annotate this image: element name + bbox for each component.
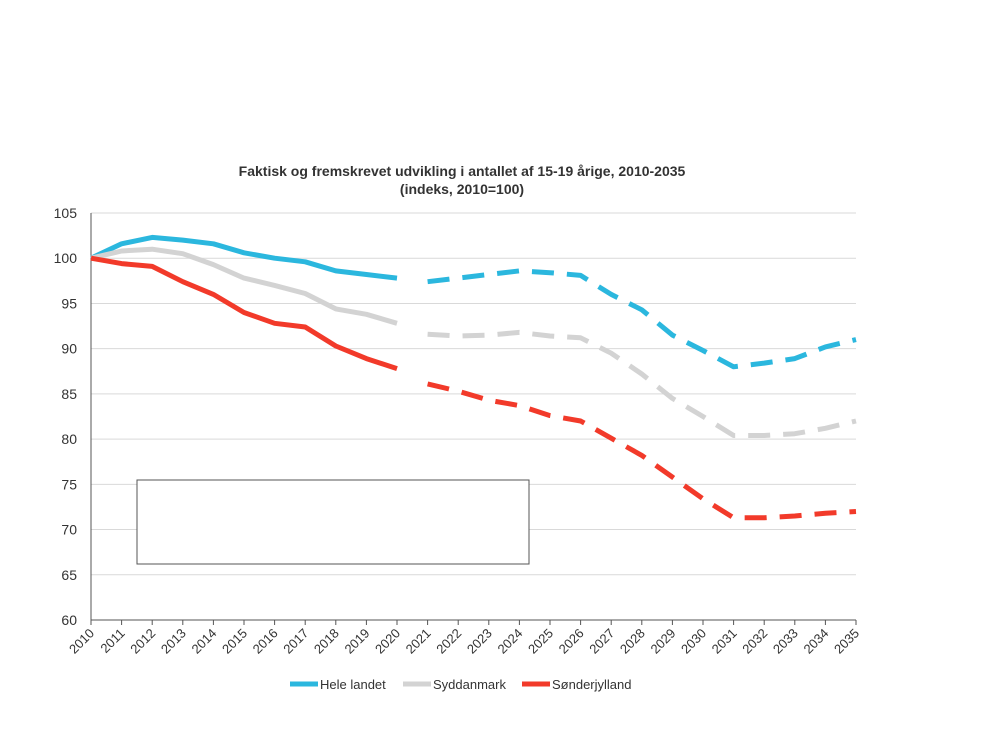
legend-item: Syddanmark [403, 677, 506, 692]
chart-subtitle: (indeks, 2010=100) [400, 181, 524, 197]
x-tick-label: 2023 [464, 626, 495, 657]
x-tick-label: 2028 [617, 626, 648, 657]
x-tick-label: 2019 [341, 626, 372, 657]
series-line-actual [89, 234, 398, 281]
y-axis-ticks: 60 65 70 75 80 85 90 95 100 105 [54, 205, 78, 628]
x-tick-label: 2026 [556, 626, 587, 657]
x-tick-label: 2011 [97, 626, 127, 656]
legend-label: Syddanmark [433, 677, 506, 692]
series-line-projected [427, 268, 857, 370]
x-tick-label: 2025 [525, 626, 556, 657]
y-tick-label: 65 [61, 567, 77, 583]
x-tick-label: 2010 [66, 626, 97, 657]
x-tick-label: 2015 [219, 626, 250, 657]
x-tick-label: 2035 [831, 626, 862, 657]
x-axis-ticks: 2010 2011 2012 2013 2014 2015 2016 2017 2018 2019… [66, 620, 862, 657]
x-tick-label: 2032 [739, 626, 770, 657]
series-lines [89, 234, 857, 521]
series-line-actual [90, 246, 398, 326]
x-tick-label: 2017 [280, 626, 311, 657]
y-tick-label: 70 [61, 522, 77, 538]
y-tick-label: 80 [61, 431, 77, 447]
x-tick-label: 2029 [647, 626, 678, 657]
legend: Hele landet Syddanmark Sønderjylland [290, 677, 632, 692]
x-tick-label: 2012 [127, 626, 158, 657]
legend-item: Sønderjylland [522, 677, 632, 692]
y-tick-label: 75 [61, 476, 77, 492]
x-tick-label: 2033 [770, 626, 801, 657]
x-tick-label: 2030 [678, 626, 709, 657]
x-tick-label: 2013 [158, 626, 189, 657]
y-tick-label: 105 [54, 205, 78, 221]
y-tick-label: 85 [61, 386, 77, 402]
legend-label: Hele landet [320, 677, 386, 692]
x-tick-label: 2014 [188, 626, 219, 657]
series-line-actual [90, 255, 398, 371]
x-tick-label: 2031 [709, 626, 740, 657]
series-line-projected [427, 381, 857, 521]
x-tick-label: 2027 [586, 626, 617, 657]
y-tick-label: 95 [61, 295, 77, 311]
chart-title: Faktisk og fremskrevet udvikling i antal… [239, 163, 686, 179]
x-tick-label: 2021 [403, 626, 434, 657]
x-tick-label: 2020 [372, 626, 403, 657]
x-tick-label: 2016 [250, 626, 281, 657]
x-tick-label: 2024 [494, 626, 525, 657]
y-tick-label: 100 [54, 250, 78, 266]
annotation-box [136, 479, 530, 565]
series-line-projected [427, 329, 857, 438]
x-tick-label: 2018 [311, 626, 342, 657]
legend-item: Hele landet [290, 677, 386, 692]
y-tick-label: 60 [61, 612, 77, 628]
x-tick-label: 2034 [800, 626, 831, 657]
y-tick-label: 90 [61, 341, 77, 357]
legend-label: Sønderjylland [552, 677, 632, 692]
x-tick-label: 2022 [433, 626, 464, 657]
